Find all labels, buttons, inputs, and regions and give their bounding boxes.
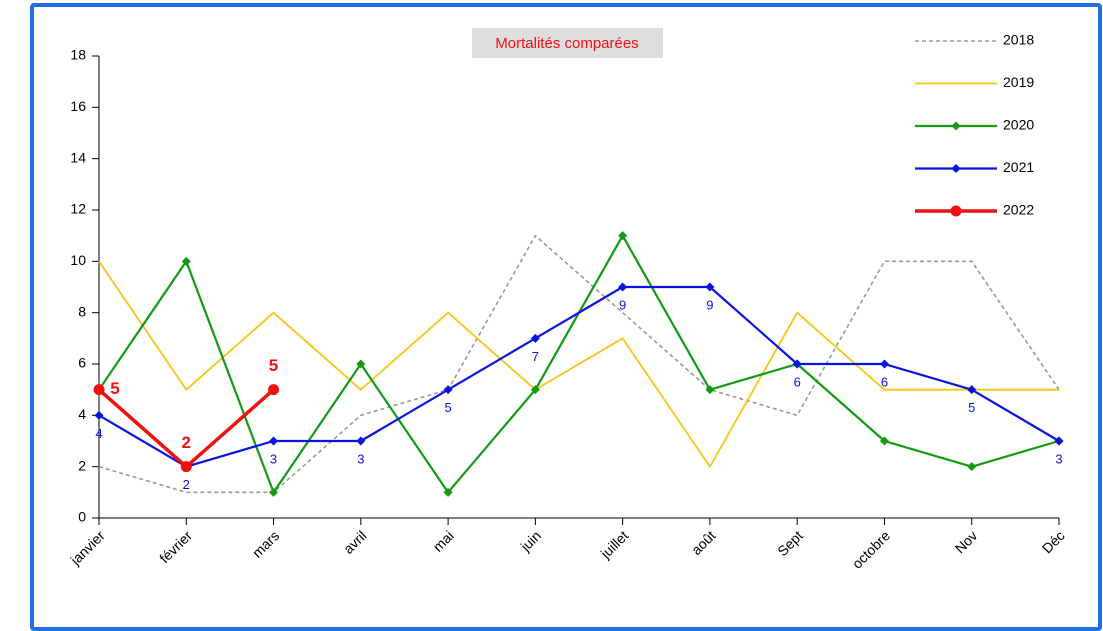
x-tick-label: octobre bbox=[849, 527, 893, 571]
point bbox=[705, 282, 715, 292]
point bbox=[967, 462, 977, 472]
data-label: 9 bbox=[619, 297, 626, 312]
x-tick-label: juillet bbox=[597, 527, 632, 562]
data-label: 3 bbox=[270, 451, 277, 466]
y-tick-label: 2 bbox=[78, 457, 86, 473]
data-label: 6 bbox=[794, 374, 801, 389]
point bbox=[443, 385, 453, 395]
data-label: 5 bbox=[269, 356, 278, 375]
legend-marker bbox=[951, 121, 961, 131]
point bbox=[94, 410, 104, 420]
legend-marker bbox=[951, 164, 961, 173]
y-tick-label: 10 bbox=[70, 252, 86, 268]
point bbox=[530, 333, 540, 343]
data-label: 7 bbox=[532, 349, 539, 364]
data-label: 3 bbox=[357, 451, 364, 466]
data-label: 5 bbox=[444, 400, 451, 415]
legend-label: 2021 bbox=[1003, 159, 1034, 175]
legend-label: 2018 bbox=[1003, 32, 1034, 48]
point bbox=[356, 359, 366, 369]
point bbox=[269, 487, 279, 497]
y-tick-label: 6 bbox=[78, 355, 86, 371]
x-tick-label: juin bbox=[517, 527, 544, 554]
point bbox=[1054, 436, 1064, 446]
data-label: 3 bbox=[1055, 451, 1062, 466]
y-tick-label: 8 bbox=[78, 303, 86, 319]
point bbox=[967, 385, 977, 395]
point bbox=[879, 436, 889, 446]
x-tick-label: janvier bbox=[67, 527, 108, 568]
legend-label: 2022 bbox=[1003, 202, 1034, 218]
data-label: 6 bbox=[881, 374, 888, 389]
data-label: 5 bbox=[968, 400, 975, 415]
point bbox=[268, 384, 280, 396]
point bbox=[618, 282, 628, 292]
legend-marker bbox=[950, 205, 962, 217]
x-tick-label: mai bbox=[430, 527, 457, 554]
x-tick-label: mars bbox=[249, 527, 282, 560]
point bbox=[269, 436, 279, 446]
x-tick-label: Déc bbox=[1039, 527, 1068, 556]
series-line bbox=[98, 234, 1060, 494]
point bbox=[618, 231, 628, 241]
data-label: 2 bbox=[183, 477, 190, 492]
legend-label: 2020 bbox=[1003, 117, 1034, 133]
x-tick-label: février bbox=[156, 527, 195, 566]
y-tick-label: 18 bbox=[70, 47, 86, 63]
title-box bbox=[472, 28, 663, 58]
x-tick-label: avril bbox=[340, 527, 369, 556]
data-label: 2 bbox=[182, 433, 191, 452]
page: {"chart_data": {"type": "line", "title":… bbox=[30, 3, 1102, 631]
point bbox=[93, 384, 105, 396]
x-tick-label: Sept bbox=[774, 527, 806, 559]
data-label: 9 bbox=[706, 297, 713, 312]
chart-title: Mortalités comparées bbox=[495, 35, 638, 52]
point bbox=[705, 385, 715, 395]
series-line bbox=[98, 260, 1059, 468]
data-label: 4 bbox=[95, 426, 102, 441]
y-tick-label: 14 bbox=[70, 149, 86, 165]
x-tick-label: Nov bbox=[952, 527, 981, 556]
legend-label: 2019 bbox=[1003, 74, 1034, 90]
series-line bbox=[98, 285, 1060, 468]
y-tick-label: 4 bbox=[78, 406, 86, 422]
point bbox=[530, 385, 540, 395]
chart: Mortalités comparées 0 2 4 6 8 10 12 14 16 18 janv… bbox=[67, 28, 1068, 572]
point bbox=[181, 256, 191, 266]
series-line bbox=[97, 388, 275, 469]
point bbox=[443, 487, 453, 497]
point bbox=[180, 461, 192, 473]
point bbox=[792, 359, 802, 369]
y-tick-label: 0 bbox=[78, 509, 86, 525]
x-tick-label: août bbox=[688, 527, 719, 558]
data-label: 5 bbox=[110, 379, 119, 398]
y-tick-label: 16 bbox=[70, 98, 86, 114]
point bbox=[356, 436, 366, 446]
point bbox=[879, 359, 889, 369]
y-tick-label: 12 bbox=[70, 201, 86, 217]
